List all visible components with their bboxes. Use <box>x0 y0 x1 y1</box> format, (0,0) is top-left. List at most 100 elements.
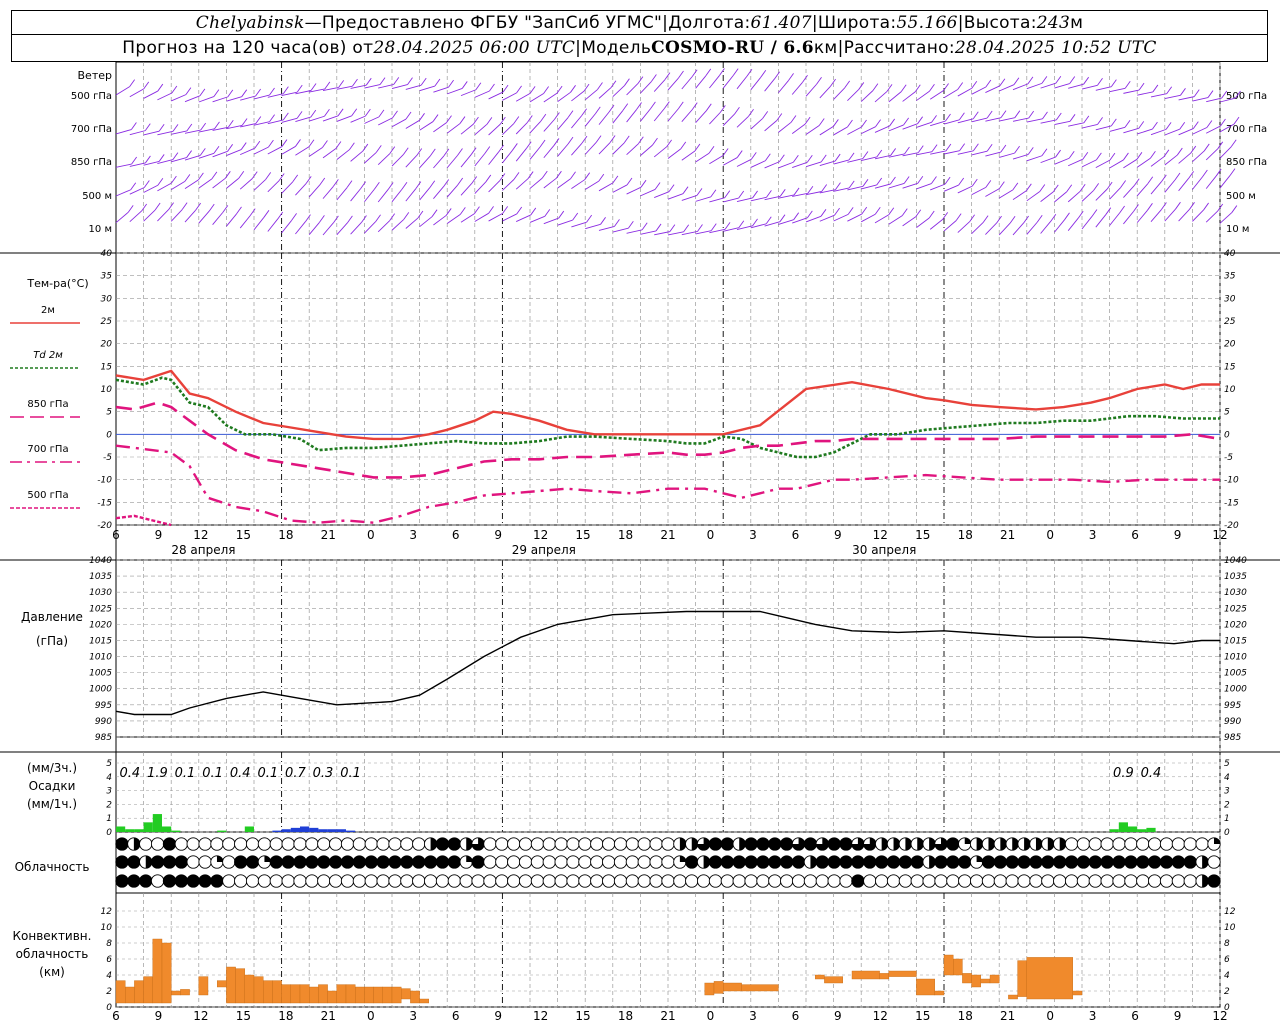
conv-xtick: 15 <box>575 1009 590 1023</box>
wind-barb <box>488 91 504 100</box>
conv-ytick-right: 0 <box>1224 1003 1230 1013</box>
wind-barb <box>916 121 932 128</box>
cloud-symbol-high <box>613 837 628 851</box>
wind-barb <box>598 182 614 192</box>
wind-barb <box>985 117 1002 122</box>
wind-barb <box>115 189 131 197</box>
wind-barb-feather <box>683 224 690 233</box>
cloud-fill-overcast <box>827 855 841 869</box>
wind-barb <box>115 211 129 224</box>
wind-barb-feather <box>131 122 137 130</box>
wind-barb-feather <box>600 217 606 225</box>
precip-bar-snow <box>336 829 346 832</box>
wind-barb-feather <box>351 108 358 117</box>
wind-level-label-right: 10 м <box>1226 224 1249 235</box>
precip-ytick-right: 5 <box>1224 759 1230 769</box>
wind-barb <box>543 92 558 103</box>
conv-bar <box>943 954 954 976</box>
wind-barb-feather <box>403 212 410 220</box>
wind-barb <box>1012 222 1024 236</box>
cloud-symbol-low <box>245 874 260 888</box>
cloud-symbol-high <box>317 837 331 851</box>
cloud-symbol-high <box>530 837 545 851</box>
temp-xtick: 12 <box>533 528 548 542</box>
wind-barb-feather <box>157 83 164 92</box>
cloud-symbol-high <box>150 837 165 851</box>
cloud-fill-overcast <box>804 837 817 851</box>
conv-bar <box>152 938 163 1004</box>
wind-barb-feather <box>903 117 910 126</box>
wind-barb-feather <box>364 108 371 117</box>
cloud-symbol-high <box>222 837 236 851</box>
conv-xtick: 9 <box>1174 1009 1182 1023</box>
cloud-symbol-high <box>257 837 272 851</box>
cloud-symbol-low <box>803 874 818 888</box>
temp-ytick-right: -10 <box>1224 476 1239 486</box>
wind-barb <box>1040 191 1054 202</box>
wind-barb <box>598 87 612 99</box>
wind-barb <box>295 221 306 235</box>
cloud-symbol-low <box>661 874 675 888</box>
cloud-fill-overcast <box>709 855 722 869</box>
wind-barb-feather <box>734 106 740 115</box>
cloud-symbol-low <box>1136 874 1150 888</box>
temp-series-850-гПа <box>115 401 1221 479</box>
wind-barb-feather <box>807 186 814 194</box>
cloud-fill-overcast <box>1065 855 1078 869</box>
wind-barb-feather <box>1203 143 1210 152</box>
wind-barb <box>364 116 380 124</box>
cloud-fill-half <box>679 837 687 851</box>
wind-barb <box>764 78 776 92</box>
wind-barb <box>626 143 639 155</box>
conv-xtick: 18 <box>958 1009 973 1023</box>
cloud-fill-overcast <box>1184 855 1197 869</box>
cloud-symbol-low <box>590 874 604 888</box>
wind-barb-feather <box>914 84 921 92</box>
cloud-symbol-middle <box>613 855 628 869</box>
wind-barb <box>571 221 587 228</box>
wind-barb-feather <box>1233 116 1240 125</box>
conv-xtick: 0 <box>707 1009 715 1023</box>
wind-barb-feather <box>1165 122 1172 130</box>
wind-barb <box>999 152 1015 158</box>
wind-barb <box>474 181 487 194</box>
temp-ytick-left: 5 <box>106 408 112 418</box>
conv-bar <box>115 980 126 1004</box>
wind-barb <box>860 90 874 102</box>
wind-barb-feather <box>971 81 978 89</box>
conv-bar <box>290 984 301 1004</box>
cloud-fill-overcast <box>293 855 307 869</box>
conv-bar <box>704 982 715 996</box>
wind-barb-feather <box>944 176 951 185</box>
wind-barb <box>377 117 393 126</box>
wind-barb-feather <box>834 153 841 162</box>
cloud-symbol-low <box>578 874 592 888</box>
cloud-fill-half <box>929 837 936 851</box>
wind-barb <box>322 115 339 122</box>
wind-barb-feather <box>416 148 423 156</box>
wind-barb <box>515 122 528 135</box>
cloud-fill-overcast <box>863 855 876 869</box>
precip-bar-rain <box>217 830 227 832</box>
cloud-fill-overcast <box>780 837 793 851</box>
conv-bar <box>345 984 356 1004</box>
wind-barb-feather <box>945 143 952 152</box>
wind-barb <box>184 129 201 134</box>
cloud-fill-quarter <box>1214 837 1221 844</box>
cloud-fill-overcast <box>756 855 770 869</box>
day-label: 28 апреля <box>171 543 235 557</box>
wind-barb-feather <box>655 223 662 232</box>
wind-barb <box>405 155 418 168</box>
temp-xtick: 6 <box>1131 528 1139 542</box>
wind-barb <box>750 223 767 229</box>
wind-barb <box>1136 210 1148 223</box>
wind-barb <box>640 108 651 122</box>
cloud-symbol-low <box>459 874 473 888</box>
wind-barb-feather <box>570 171 576 179</box>
precip-bar-snow <box>300 826 310 832</box>
wind-barb-feather <box>405 111 412 120</box>
wind-barb-feather <box>1110 118 1117 127</box>
wind-barb <box>1219 123 1235 133</box>
wind-barb <box>888 153 905 158</box>
wind-barb-feather <box>241 89 248 97</box>
